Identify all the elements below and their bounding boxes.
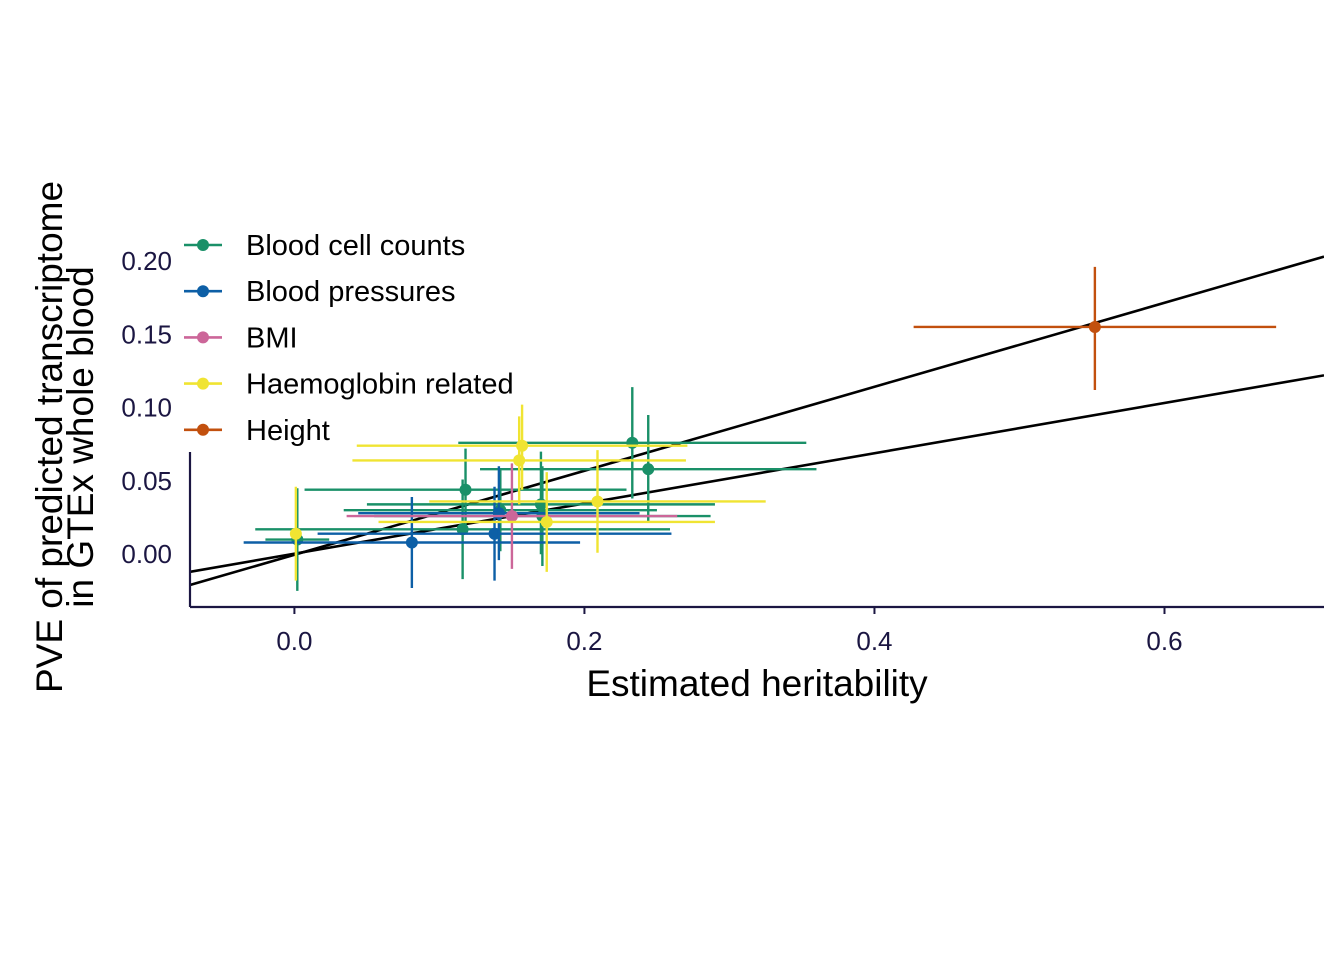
data-point	[591, 495, 604, 508]
data-point	[626, 436, 639, 449]
x-tick-label: 0.6	[1146, 626, 1182, 656]
data-point	[516, 439, 529, 452]
legend-key-marker	[197, 285, 209, 298]
data-points	[243, 266, 1277, 591]
data-point	[289, 527, 302, 540]
y-axis-title-line-1: PVE of predicted transcriptome	[29, 181, 70, 693]
legend: Blood cell counts Blood pressures BMI Haemo…	[184, 230, 514, 447]
series-height	[913, 266, 1277, 391]
x-tick-label: 0.0	[276, 626, 312, 656]
data-point	[642, 463, 655, 476]
legend-label: BMI	[246, 322, 298, 354]
data-point	[513, 454, 526, 467]
data-point	[456, 523, 469, 536]
y-tick-label: 0.10	[121, 393, 172, 423]
x-tick-label: 0.4	[856, 626, 892, 656]
data-point	[1088, 320, 1101, 333]
data-point	[459, 483, 472, 496]
legend-label: Haemoglobin related	[246, 369, 514, 401]
data-point	[488, 527, 501, 540]
series-bmi	[346, 463, 678, 569]
data-point	[405, 536, 418, 549]
legend-label: Height	[246, 415, 330, 447]
legend-key-marker	[197, 239, 209, 251]
legend-label: Blood cell counts	[246, 230, 465, 262]
axes: 0.0 0.2 0.4 0.6 0.00 0.05 0.10 0.15 0.20	[121, 246, 1324, 656]
y-axis-title-group: PVE of predicted transcriptomein GTEx wh…	[29, 181, 101, 693]
legend-item: Blood cell counts	[184, 230, 465, 262]
y-axis-title-line-2: in GTEx whole blood	[60, 266, 101, 607]
x-tick-label: 0.2	[566, 626, 602, 656]
legend-item: Height	[184, 415, 330, 447]
legend-key-marker	[197, 423, 209, 436]
series-blood-cell-counts	[255, 387, 817, 591]
x-axis-title: Estimated heritability	[586, 663, 928, 704]
legend-item: Haemoglobin related	[184, 369, 514, 401]
legend-key-marker	[197, 331, 209, 344]
y-tick-label: 0.15	[121, 319, 172, 349]
data-point	[492, 507, 505, 520]
legend-item: BMI	[184, 322, 298, 354]
fit-line-2	[190, 374, 1324, 574]
y-tick-label: 0.20	[121, 246, 172, 276]
y-tick-label: 0.05	[121, 466, 172, 496]
data-point	[505, 510, 518, 523]
series-blood-pressures	[243, 466, 672, 588]
legend-item: Blood pressures	[184, 276, 456, 308]
y-axis-title: PVE of predicted transcriptomein GTEx wh…	[29, 181, 101, 693]
series-haemoglobin-related	[289, 404, 766, 581]
legend-label: Blood pressures	[246, 276, 456, 308]
legend-key-marker	[197, 377, 209, 390]
data-point	[534, 498, 547, 511]
data-point	[540, 515, 553, 528]
y-tick-label: 0.00	[121, 539, 172, 569]
